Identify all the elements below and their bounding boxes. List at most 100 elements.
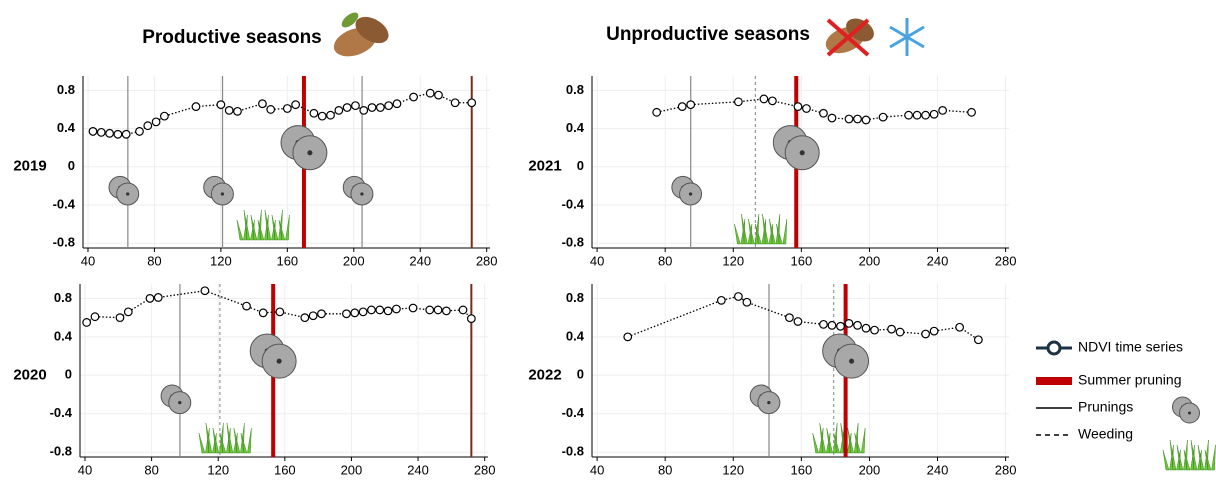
ndvi-point: [310, 109, 318, 117]
blade-hub: [360, 192, 363, 195]
ndvi-point: [459, 306, 467, 314]
ndvi-point: [769, 97, 777, 105]
ndvi-point: [276, 308, 284, 316]
ndvi-point: [794, 318, 802, 326]
ndvi-point: [888, 325, 896, 333]
y-tick-label: 0: [65, 367, 72, 382]
x-tick-label: 120: [207, 462, 229, 477]
year-label: 2021: [528, 158, 561, 175]
ndvi-point: [862, 116, 870, 124]
ndvi-point: [687, 101, 695, 109]
ndvi-point: [89, 128, 97, 136]
ndvi-point: [393, 305, 401, 313]
ndvi-point: [968, 109, 976, 117]
year-label: 2019: [13, 158, 46, 175]
grass-icon: [199, 423, 252, 453]
x-tick-label: 280: [476, 253, 498, 268]
y-tick-label: -0.8: [53, 235, 75, 250]
x-tick-label: 40: [590, 462, 604, 477]
ndvi-point: [653, 109, 661, 117]
legend-label: Summer pruning: [1078, 372, 1182, 388]
ndvi-point: [225, 107, 233, 115]
ndvi-point: [905, 111, 913, 119]
blade-icon: [343, 176, 373, 205]
blade-hub: [178, 401, 181, 404]
ndvi-point: [376, 306, 384, 314]
y-tick-label: 0.4: [57, 120, 76, 135]
y-tick-label: 0: [577, 158, 584, 173]
ndvi-point: [309, 312, 317, 320]
legend-label: Weeding: [1078, 426, 1133, 442]
y-tick-label: -0.4: [562, 405, 585, 420]
ndvi-point: [956, 323, 964, 331]
blade-hub: [849, 359, 854, 364]
x-tick-label: 160: [790, 253, 812, 268]
ndvi-point: [301, 314, 309, 322]
ndvi-point: [217, 101, 225, 109]
grass: [734, 214, 787, 244]
ndvi-point: [259, 309, 267, 317]
ndvi-point: [116, 314, 124, 322]
ndvi-point: [913, 111, 921, 119]
blade-hub: [126, 192, 129, 195]
x-tick-label: 40: [590, 253, 604, 268]
ndvi-point: [743, 298, 751, 306]
ndvi-point: [854, 322, 862, 330]
ndvi-point: [828, 322, 836, 330]
blade-hub: [277, 359, 282, 364]
ndvi-point: [318, 112, 326, 120]
ndvi-point: [343, 104, 351, 112]
ndvi-point: [335, 107, 343, 115]
ndvi-point: [871, 326, 879, 334]
blade-icon: [773, 126, 819, 170]
grass: [237, 210, 290, 240]
blade-hub: [689, 192, 692, 195]
ndvi-point: [435, 91, 443, 99]
blade-hub: [307, 150, 312, 155]
ndvi-point: [862, 324, 870, 332]
ndvi-point: [161, 112, 169, 120]
ndvi-point: [426, 306, 434, 314]
ndvi-point: [97, 129, 105, 137]
legend-label: NDVI time series: [1078, 339, 1183, 355]
grass-icon: [734, 214, 787, 244]
ndvi-point: [854, 115, 862, 123]
x-tick-label: 80: [144, 462, 158, 477]
blade-icon: [204, 176, 234, 205]
ndvi-point: [144, 122, 152, 130]
blade-icon: [281, 126, 327, 170]
ndvi-point: [922, 111, 930, 119]
y-tick-label: 0: [577, 367, 584, 382]
ndvi-point: [718, 297, 726, 305]
y-tick-label: -0.4: [53, 196, 76, 211]
blade-icon: [109, 176, 139, 205]
ndvi-point: [735, 293, 743, 301]
ndvi-point: [368, 104, 376, 112]
x-tick-label: 80: [658, 462, 672, 477]
ndvi-point: [154, 294, 162, 302]
ndvi-point: [820, 109, 828, 117]
y-tick-label: -0.8: [562, 444, 584, 459]
x-tick-label: 240: [927, 253, 949, 268]
ndvi-point: [83, 319, 91, 327]
almond-crossed-icon: [822, 14, 878, 58]
y-tick-label: 0: [68, 158, 75, 173]
y-tick-label: 0.4: [54, 328, 73, 343]
x-tick-label: 80: [147, 253, 161, 268]
ndvi-point: [845, 320, 853, 328]
x-tick-label: 240: [927, 462, 949, 477]
x-tick-label: 120: [210, 253, 232, 268]
ndvi-point: [351, 309, 359, 317]
legend-marker: [1048, 342, 1060, 354]
grass: [1163, 440, 1216, 470]
ndvi-point: [192, 103, 200, 111]
ndvi-point: [451, 99, 459, 107]
ndvi-point: [930, 327, 938, 335]
blade-icon: [250, 334, 296, 378]
ndvi-point: [136, 128, 144, 136]
ndvi-point: [434, 306, 442, 314]
ndvi-point: [243, 302, 251, 310]
ndvi-point: [284, 105, 292, 113]
grass: [199, 423, 252, 453]
ndvi-point: [735, 98, 743, 106]
